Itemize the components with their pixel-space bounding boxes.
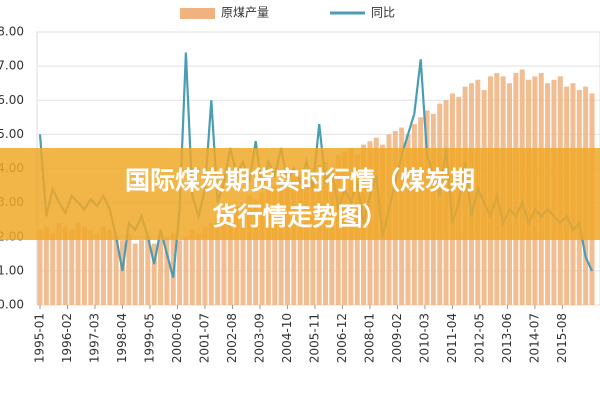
bar — [189, 229, 195, 305]
banner-line: 国际煤炭期货实时行情（煤炭期 — [125, 166, 475, 195]
bar — [291, 175, 297, 305]
bar — [208, 223, 214, 305]
x-tick-label: 2012-05 — [472, 313, 486, 363]
x-tick-label: 2001-07 — [197, 313, 211, 363]
bar — [126, 233, 132, 305]
y-tick-label: 0.00 — [0, 298, 24, 312]
bar — [151, 243, 157, 305]
x-tick-label: 2002-08 — [225, 313, 239, 363]
bar — [107, 229, 113, 305]
x-tick-label: 2011-04 — [445, 313, 459, 363]
x-tick-label: 2000-06 — [170, 313, 184, 363]
y-tick-label: 8.00 — [0, 25, 24, 39]
bar — [119, 240, 125, 305]
bar — [69, 229, 75, 305]
banner-line: 货行情走势图） — [212, 202, 387, 231]
bar — [227, 209, 233, 305]
bar — [183, 236, 189, 305]
bar — [158, 240, 164, 305]
legend-label: 原煤产量 — [221, 6, 269, 20]
bar — [94, 233, 100, 305]
y-tick-label: 7.00 — [0, 59, 24, 73]
x-tick-label: 2008-01 — [362, 313, 376, 363]
x-tick-label: 2014-07 — [527, 313, 541, 363]
bar — [81, 226, 87, 305]
x-tick-label: 1997-03 — [87, 313, 101, 363]
bar — [272, 185, 278, 305]
bar — [246, 195, 252, 305]
bar — [164, 236, 170, 305]
bar — [75, 223, 81, 305]
x-tick-label: 1995-01 — [33, 313, 47, 363]
bar — [253, 199, 259, 305]
bar — [234, 206, 240, 305]
x-tick-label: 2003-09 — [252, 313, 266, 363]
x-tick-label: 2013-06 — [500, 313, 514, 363]
bar — [278, 182, 284, 305]
x-tick-label: 2006-12 — [335, 313, 349, 363]
x-tick-label: 2009-02 — [390, 313, 404, 363]
bar — [88, 229, 94, 305]
bar — [139, 240, 145, 305]
bar — [303, 178, 309, 305]
bar — [221, 212, 227, 305]
bar — [62, 226, 68, 305]
legend-label: 同比 — [371, 6, 395, 20]
bar — [202, 226, 208, 305]
bar — [196, 233, 202, 305]
banner — [0, 148, 600, 240]
bar — [259, 192, 265, 305]
bar — [145, 236, 151, 305]
bar — [50, 233, 56, 305]
bar — [43, 226, 49, 305]
x-tick-label: 2015-08 — [555, 313, 569, 363]
bar — [113, 236, 119, 305]
bar — [37, 229, 43, 305]
y-tick-label: 5.00 — [0, 127, 24, 141]
x-tick-label: 1998-04 — [115, 313, 129, 363]
bar — [56, 223, 62, 305]
x-tick-label: 2004-10 — [280, 313, 294, 363]
x-tick-label: 1996-02 — [60, 313, 74, 363]
y-tick-label: 1.00 — [0, 263, 24, 277]
x-tick-label: 2005-11 — [307, 313, 321, 363]
bar — [177, 240, 183, 305]
bar — [215, 219, 221, 305]
bar — [265, 188, 271, 305]
legend-swatch — [180, 8, 215, 19]
x-tick-label: 2010-03 — [417, 313, 431, 363]
x-tick-label: 1999-05 — [142, 313, 156, 363]
bar — [132, 243, 138, 305]
bar — [240, 202, 246, 305]
y-tick-label: 6.00 — [0, 93, 24, 107]
bar — [100, 226, 106, 305]
bar — [284, 178, 290, 305]
